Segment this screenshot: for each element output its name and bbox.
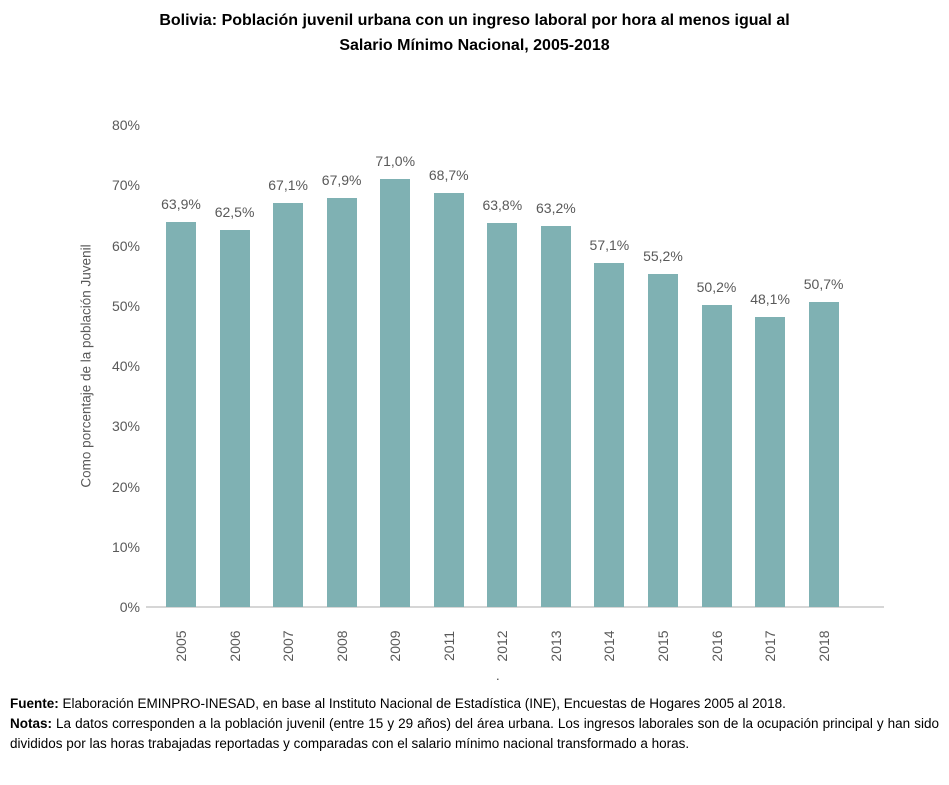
x-tick-label: 2018 — [815, 630, 832, 662]
bar — [594, 262, 625, 607]
x-tick-label: 2014 — [601, 630, 618, 662]
x-tick-label: 2012 — [494, 630, 511, 662]
footnotes: Fuente: Elaboración EMINPRO-INESAD, en b… — [10, 694, 939, 754]
bar-value-label: 68,7% — [428, 167, 469, 184]
bar-value-label: 57,1% — [589, 236, 630, 253]
chart-title-line1: Bolivia: Población juvenil urbana con un… — [159, 12, 790, 29]
bar — [808, 301, 839, 607]
bar — [433, 193, 464, 607]
y-tick-label: 80% — [111, 117, 140, 133]
bar-value-label: 67,9% — [321, 171, 362, 188]
bar-value-label: 50,2% — [696, 278, 737, 295]
y-tick-label: 60% — [111, 237, 140, 254]
source-note: Fuente: Elaboración EMINPRO-INESAD, en b… — [10, 694, 939, 714]
x-tick-label: 2009 — [387, 630, 404, 662]
bar-value-label: 71,0% — [375, 153, 416, 170]
y-tick-label: 50% — [111, 297, 140, 314]
x-tick-label: 2007 — [280, 630, 297, 662]
bar — [701, 304, 732, 607]
x-axis-line — [146, 606, 884, 608]
x-tick-label: 2016 — [708, 630, 725, 662]
x-tick-label: 2006 — [226, 630, 243, 662]
bar — [326, 197, 357, 607]
chart-title-line2: Salario Mínimo Nacional, 2005-2018 — [339, 37, 610, 54]
bar-value-label: 50,7% — [803, 275, 844, 292]
x-tick-label: 2008 — [333, 630, 350, 662]
source-label: Fuente: — [10, 696, 59, 711]
bar — [755, 317, 786, 607]
x-tick-label: 2017 — [762, 630, 779, 662]
bar-value-label: 62,5% — [214, 204, 255, 221]
chart-title: Bolivia: Población juvenil urbana con un… — [0, 8, 949, 58]
bar-value-label: 55,2% — [643, 248, 683, 265]
y-tick-label: 30% — [111, 418, 140, 435]
notes-note: Notas: La datos corresponden a la poblac… — [10, 714, 939, 754]
y-tick-label: 70% — [111, 177, 140, 194]
y-tick-label: 20% — [111, 478, 140, 495]
bar-value-label: 48,1% — [750, 291, 790, 308]
bar — [647, 274, 678, 607]
x-tick-label: 2011 — [440, 630, 457, 662]
source-text: Elaboración EMINPRO-INESAD, en base al I… — [58, 696, 786, 711]
bar — [487, 222, 518, 607]
notes-label: Notas: — [10, 716, 53, 731]
bar — [273, 202, 304, 607]
bar-value-label: 63,2% — [535, 200, 576, 217]
bar-value-label: 63,9% — [161, 196, 201, 212]
bar-value-label: 63,8% — [482, 196, 523, 213]
x-tick-label: 2013 — [547, 630, 564, 662]
x-tick-label: 2005 — [173, 630, 189, 662]
y-tick-label: 10% — [111, 538, 140, 555]
bar — [219, 230, 250, 607]
caption-dot: . — [496, 668, 500, 683]
bar — [380, 179, 411, 607]
y-tick-label: 0% — [119, 599, 140, 615]
y-tick-label: 40% — [111, 358, 140, 374]
notes-text: La datos corresponden a la población juv… — [10, 716, 939, 751]
x-tick-label: 2015 — [654, 630, 671, 662]
bar-value-label: 67,1% — [268, 176, 308, 193]
bar — [166, 222, 196, 607]
bar — [540, 226, 571, 607]
